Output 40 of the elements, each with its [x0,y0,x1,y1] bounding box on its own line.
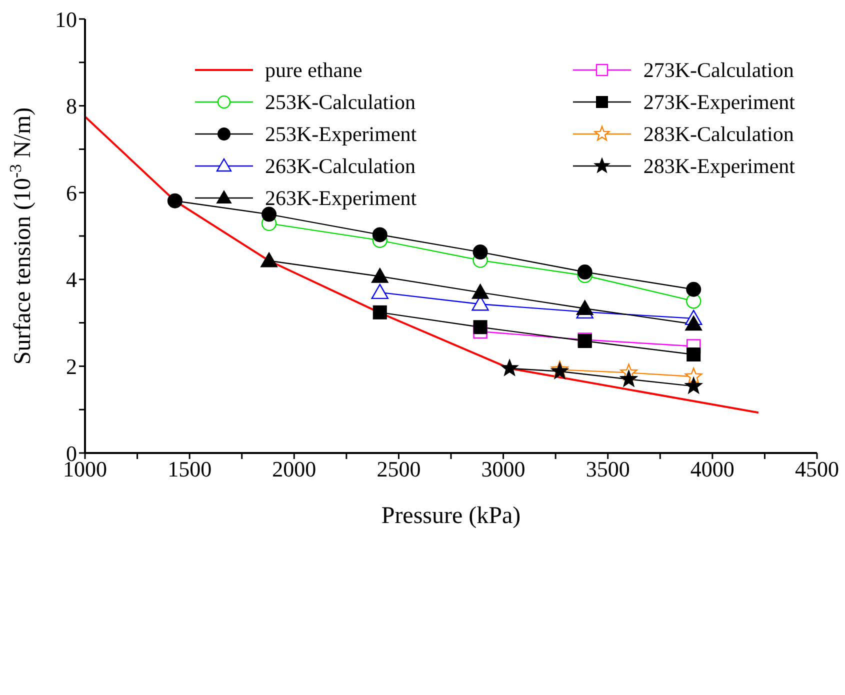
x-axis-title: Pressure (kPa) [381,503,521,529]
point [372,227,388,242]
legend-label: 263K-Experiment [265,186,417,210]
x-tick-label: 2000 [272,456,316,482]
x-tick-label: 3000 [481,456,526,482]
point [473,320,488,334]
legend-label: 273K-Experiment [643,90,795,114]
y-tick-label: 2 [66,354,77,380]
y-tick-label: 8 [66,94,77,119]
x-tick-label: 3500 [586,456,630,482]
legend-label: 253K-Calculation [265,90,416,114]
point [576,300,594,315]
legend-label: 273K-Calculation [643,58,794,82]
y-tick-label: 6 [66,180,77,206]
point [684,368,702,384]
point [371,268,388,283]
x-tick-label: 4500 [795,456,839,482]
point [472,244,488,260]
x-tick-label: 4000 [690,456,734,482]
legend-label: 283K-Calculation [643,122,794,146]
point [500,359,518,376]
x-tick-label: 1500 [168,456,212,482]
point [472,284,489,299]
legend-label: 263K-Calculation [265,154,416,178]
point [685,316,702,331]
point [620,370,638,387]
legend-label: 253K-Experiment [265,122,417,146]
legend-label: 283K-Experiment [643,154,795,178]
point [685,377,702,394]
x-tick-label: 2500 [376,456,421,482]
point [167,193,182,208]
point [686,347,701,362]
point [372,305,387,320]
point [371,284,388,300]
point [260,252,278,268]
y-tick-label: 10 [55,6,77,32]
point [577,264,592,280]
point [686,282,702,297]
y-tick-label: 4 [66,267,77,292]
legend-label: pure ethane [265,58,362,82]
